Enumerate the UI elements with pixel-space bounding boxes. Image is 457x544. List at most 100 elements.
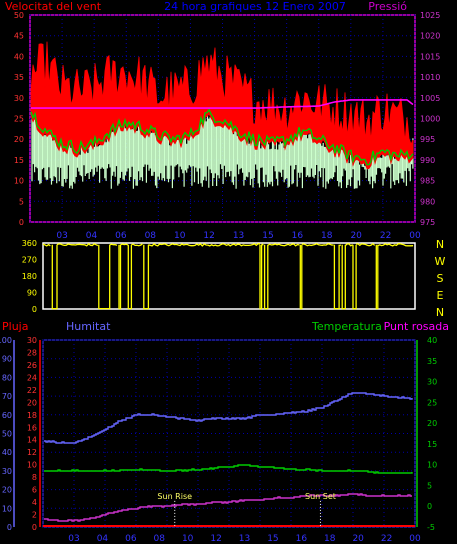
- climate-x-tick-label: 03: [68, 534, 79, 544]
- humidity-y-tick-label: 60: [2, 411, 12, 420]
- climate-x-tick-label: 20: [352, 534, 364, 544]
- wind-x-tick-label: 22: [380, 231, 391, 241]
- direction-y-tick-label: 0: [32, 305, 37, 314]
- temperature-y-tick-label: 25: [427, 398, 437, 407]
- pressure-y-tick-label: 990: [420, 156, 435, 165]
- temperature-y-tick-label: 10: [427, 461, 437, 470]
- direction-y-tick-label: 180: [22, 272, 37, 281]
- temperature-y-tick-label: 30: [427, 378, 437, 387]
- temperature-y-tick-label: 20: [427, 419, 437, 428]
- humidity-y-tick-label: 10: [2, 504, 12, 513]
- temperature-series: [44, 464, 413, 474]
- wind-y-tick-label: 5: [19, 197, 24, 206]
- pressure-series: [31, 99, 414, 109]
- wind-x-tick-label: 12: [203, 231, 214, 241]
- wind-average-series: [30, 108, 414, 166]
- wind-y-tick-label: 15: [14, 156, 24, 165]
- humidity-y-tick-label: 30: [2, 467, 12, 476]
- humidity-y-tick-label: 0: [7, 523, 12, 532]
- temperature-y-tick-label: -5: [427, 523, 435, 532]
- wind-x-tick-label: 04: [86, 231, 98, 241]
- wind-y-tick-label: 35: [14, 73, 24, 82]
- pressure-y-tick-label: 1020: [420, 32, 440, 41]
- humidity-series: [44, 392, 413, 444]
- wind-direction-series: [42, 242, 414, 310]
- rain-y-tick-label: 8: [32, 473, 37, 482]
- climate-x-tick-label: 16: [296, 534, 308, 544]
- rain-y-tick-label: 2: [32, 511, 37, 520]
- pressure-y-tick-label: 995: [420, 135, 435, 144]
- rain-y-tick-label: 24: [27, 373, 37, 382]
- wind-x-tick-label: 10: [174, 231, 186, 241]
- pressure-y-tick-label: 1025: [420, 11, 440, 20]
- climate-x-tick-label: 10: [182, 534, 194, 544]
- wind-x-tick-label: 13: [233, 231, 244, 241]
- wind-x-tick-label: 03: [56, 231, 67, 241]
- temperature-y-tick-label: 40: [427, 336, 437, 345]
- wind-y-tick-label: 10: [14, 177, 24, 186]
- pressure-y-tick-label: 975: [420, 218, 435, 227]
- wind-y-tick-label: 50: [14, 11, 24, 20]
- wind-x-tick-label: 08: [145, 231, 157, 241]
- rain-y-tick-label: 14: [27, 436, 37, 445]
- compass-label: S: [437, 272, 444, 285]
- wind-x-tick-label: 00: [409, 231, 421, 241]
- direction-y-tick-label: 90: [27, 289, 37, 298]
- rain-y-tick-label: 26: [27, 361, 37, 370]
- annotation-label: Sun Set: [305, 492, 336, 501]
- annotation-label: Sun Rise: [157, 492, 192, 501]
- climate-x-tick-label: 12: [210, 534, 221, 544]
- humidity-y-tick-label: 40: [2, 448, 12, 457]
- rain-y-tick-label: 10: [27, 461, 37, 470]
- wind-x-tick-label: 06: [115, 231, 127, 241]
- climate-x-tick-label: 15: [267, 534, 278, 544]
- wind-gust-series: [30, 41, 414, 170]
- rain-y-tick-label: 12: [27, 448, 37, 457]
- rain-axis-title: Pluja: [2, 320, 28, 333]
- temperature-axis-title: Temperatura: [311, 320, 382, 333]
- rain-y-tick-label: 20: [27, 398, 37, 407]
- climate-x-tick-label: 04: [97, 534, 109, 544]
- humidity-y-tick-label: 50: [2, 430, 12, 439]
- wind-x-tick-label: 15: [262, 231, 273, 241]
- rain-y-tick-label: 6: [32, 486, 37, 495]
- temperature-y-tick-label: 15: [427, 440, 437, 449]
- wind-y-tick-label: 20: [14, 135, 24, 144]
- direction-y-tick-label: 270: [22, 256, 37, 265]
- wind-x-tick-label: 18: [321, 231, 333, 241]
- humidity-y-tick-label: 70: [2, 392, 12, 401]
- humidity-y-tick-label: 90: [2, 355, 12, 364]
- direction-y-tick-label: 360: [22, 239, 37, 248]
- climate-x-tick-label: 13: [239, 534, 250, 544]
- temperature-y-tick-label: 35: [427, 357, 437, 366]
- compass-label: E: [437, 289, 444, 302]
- wind-y-tick-label: 25: [14, 115, 24, 124]
- humidity-y-tick-label: 80: [2, 373, 12, 382]
- climate-x-tick-label: 22: [381, 534, 392, 544]
- climate-x-tick-label: 06: [125, 534, 137, 544]
- wind-y-tick-label: 40: [14, 52, 24, 61]
- rain-y-tick-label: 22: [27, 386, 37, 395]
- climate-x-tick-label: 08: [154, 534, 166, 544]
- pressure-y-tick-label: 980: [420, 197, 435, 206]
- temperature-y-tick-label: 0: [427, 502, 432, 511]
- compass-label: W: [435, 255, 446, 268]
- pressure-y-tick-label: 1010: [420, 73, 440, 82]
- wind-axis-title: Velocitat del vent: [5, 0, 102, 13]
- humidity-y-tick-label: 20: [2, 486, 12, 495]
- rain-y-tick-label: 18: [27, 411, 37, 420]
- pressure-axis-title: Pressió: [368, 0, 407, 13]
- wind-y-tick-label: 45: [14, 32, 24, 41]
- rain-y-tick-label: 28: [27, 348, 37, 357]
- humidity-axis-title: Humitat: [66, 320, 111, 333]
- wind-x-tick-label: 20: [350, 231, 362, 241]
- climate-x-tick-label: 18: [324, 534, 336, 544]
- compass-label: N: [436, 306, 444, 319]
- temperature-y-tick-label: 5: [427, 481, 432, 490]
- climate-x-tick-label: 00: [409, 534, 421, 544]
- pressure-y-tick-label: 1015: [420, 52, 440, 61]
- rain-y-tick-label: 30: [27, 336, 37, 345]
- wind-y-tick-label: 0: [19, 218, 24, 227]
